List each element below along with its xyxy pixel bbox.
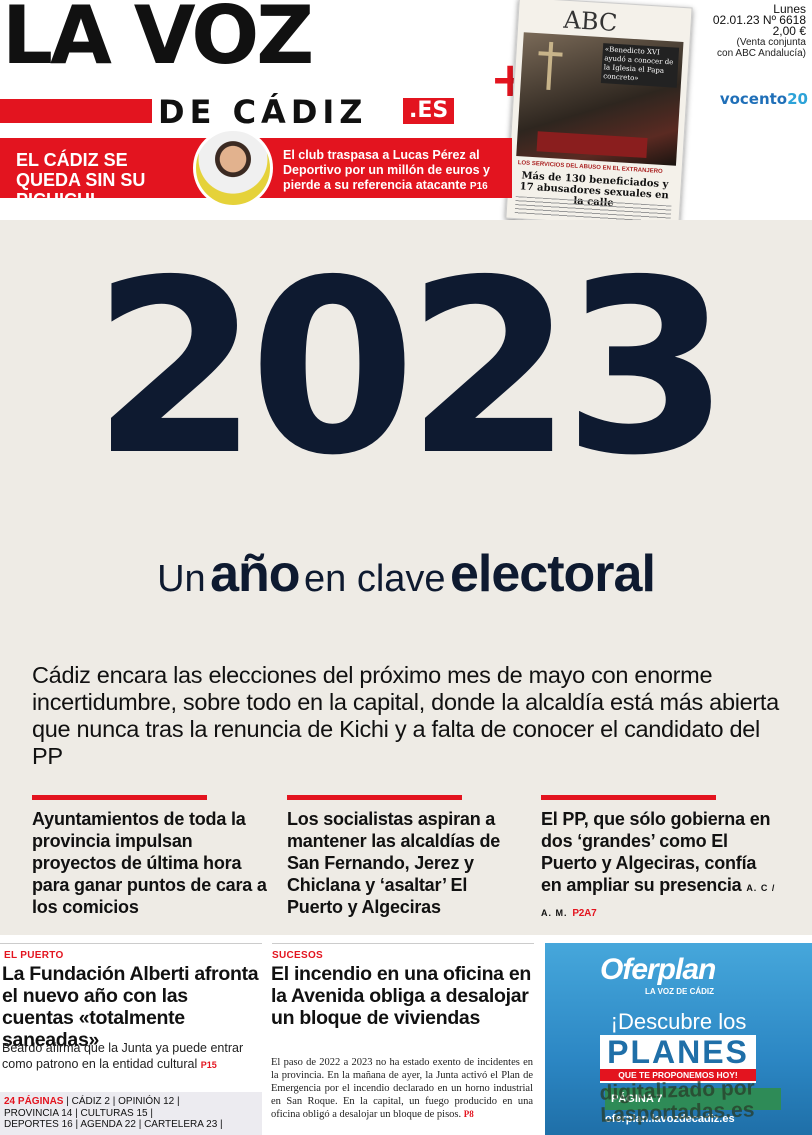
- column-byline: A. C / A. M.: [541, 883, 776, 918]
- feature-lead: Cádiz encara las elecciones del próximo …: [32, 662, 779, 769]
- crucifix-bar: [538, 51, 563, 57]
- oferplan-advertisement[interactable]: Oferplan LA VOZ DE CÁDIZ ¡Descubre los P…: [545, 943, 812, 1135]
- issue-day: Lunes: [773, 2, 806, 16]
- column-rule: [287, 795, 462, 800]
- vocento-logo-number: 20: [787, 90, 808, 108]
- subhead-word-3: en clave: [304, 558, 446, 600]
- column-page: P2A7: [572, 908, 597, 919]
- crucifix-icon: [546, 41, 554, 90]
- watermark: digitalizado por Lasportadas.es: [599, 1076, 756, 1126]
- abc-cover-photo: «Benedicto XVI ayudó a conocer de la Igl…: [516, 32, 684, 166]
- subhead-word-1: Un: [157, 558, 206, 600]
- story-center-body: El paso de 2022 a 2023 no ha estado exen…: [271, 1056, 533, 1121]
- column-rule: [541, 795, 716, 800]
- index-line-3: DEPORTES 16 | AGENDA 22 | CARTELERA 23 |: [4, 1119, 223, 1130]
- oferplan-big-text: PLANES: [607, 1034, 749, 1070]
- story-left-summary-text: Beardo afirma que la Junta ya puede entr…: [2, 1041, 244, 1071]
- story-left-headline[interactable]: La Fundación Alberti afronta el nuevo añ…: [2, 963, 259, 1051]
- oferplan-small-text: QUE TE PROPONEMOS HOY!: [600, 1069, 756, 1081]
- story-left-kicker: EL PUERTO: [4, 950, 64, 961]
- feature-column-3[interactable]: El PP, que sólo gobierna en dos ‘grandes…: [541, 795, 781, 925]
- index-line-2: PROVINCIA 14 | CULTURAS 15 |: [4, 1107, 153, 1119]
- sports-teaser-text: El club traspasa a Lucas Pérez al Deport…: [283, 148, 495, 194]
- oferplan-box: PLANES QUE TE PROPONEMOS HOY!: [600, 1035, 756, 1083]
- abc-cover-thumbnail[interactable]: ABC «Benedicto XVI ayudó a conocer de la…: [505, 0, 693, 230]
- sports-teaser-summary: El club traspasa a Lucas Pérez al Deport…: [283, 148, 490, 192]
- issue-date-number: 02.01.23 Nº 6618: [712, 13, 806, 27]
- vocento-logo: vocento20: [720, 90, 808, 108]
- issue-price: 2,00 €: [772, 24, 806, 38]
- index-line-1: | CÁDIZ 2 | OPINIÓN 12 |: [63, 1096, 180, 1107]
- oferplan-tag: LA VOZ DE CÁDIZ: [645, 987, 715, 996]
- masthead-title: LA VOZ: [2, 0, 314, 82]
- feature-column-1[interactable]: Ayuntamientos de toda la provincia impul…: [32, 795, 272, 918]
- feature-subheadline: Un año en clave electoral: [0, 548, 812, 600]
- oferplan-line: ¡Descubre los: [610, 1009, 747, 1034]
- subhead-word-2: año: [210, 545, 300, 603]
- divider: [0, 943, 262, 944]
- feature-background: [0, 220, 812, 935]
- column-rule: [32, 795, 207, 800]
- feature-column-2[interactable]: Los socialistas aspiran a mantener las a…: [287, 795, 527, 918]
- page-index: 24 PÁGINAS | CÁDIZ 2 | OPINIÓN 12 | PROV…: [0, 1092, 262, 1135]
- player-photo: [193, 128, 273, 208]
- issue-info: Lunes 02.01.23 Nº 6618 2,00 € (Venta con…: [712, 2, 807, 59]
- oferplan-url: oferplan.lavozdecadiz.es: [605, 1113, 735, 1125]
- story-center-kicker: SUCESOS: [272, 950, 324, 961]
- oferplan-logo: Oferplan: [600, 953, 716, 986]
- sports-teaser-title: EL CÁDIZ SE QUEDA SIN SU PICHICHI: [16, 150, 146, 210]
- subhead-word-4: electoral: [450, 545, 656, 603]
- story-left-summary: Beardo afirma que la Junta ya puede entr…: [2, 1040, 264, 1073]
- feature-year: 2023: [92, 228, 730, 508]
- story-center-body-text: El paso de 2022 a 2023 no ha estado exen…: [271, 1057, 533, 1120]
- story-center-page: P8: [463, 1109, 474, 1119]
- index-pages: 24 PÁGINAS: [4, 1096, 64, 1107]
- sports-teaser-page: P16: [469, 181, 488, 192]
- masthead-red-strip: [0, 99, 152, 123]
- column-text: Ayuntamientos de toda la provincia impul…: [32, 809, 267, 917]
- story-left-page: P15: [200, 1060, 217, 1070]
- divider: [272, 943, 534, 944]
- masthead-subtitle: DE CÁDIZ: [158, 93, 368, 131]
- abc-cover-red-detail: [536, 131, 648, 158]
- oferplan-page-label: PÁGINA 7: [605, 1088, 781, 1110]
- vocento-logo-text: vocento: [719, 90, 788, 108]
- issue-note-2: con ABC Andalucía): [717, 48, 806, 59]
- column-text: El PP, que sólo gobierna en dos ‘grandes…: [541, 809, 771, 895]
- story-center-headline[interactable]: El incendio en una oficina en la Avenida…: [271, 963, 532, 1029]
- es-badge: .ES: [403, 98, 455, 124]
- column-text: Los socialistas aspiran a mantener las a…: [287, 809, 501, 917]
- issue-note-1: (Venta conjunta: [736, 37, 807, 48]
- abc-quote: «Benedicto XVI ayudó a conocer de la Igl…: [600, 43, 680, 88]
